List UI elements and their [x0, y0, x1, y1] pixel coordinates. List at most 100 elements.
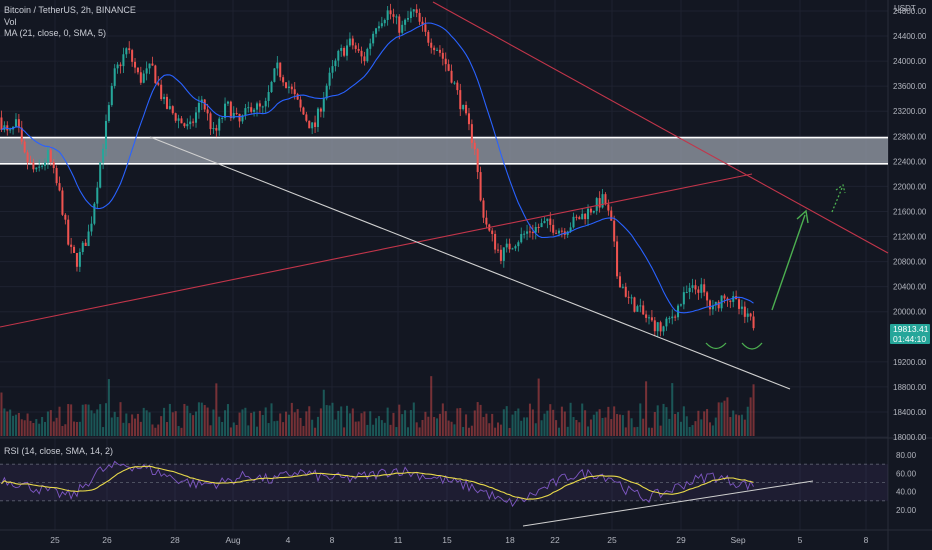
candle-body — [537, 226, 540, 228]
volume-bar — [508, 427, 511, 436]
candle-body — [729, 300, 732, 302]
candle-body — [157, 83, 160, 85]
candle-body — [221, 117, 224, 119]
candle-body — [41, 165, 44, 167]
volume-bar — [650, 427, 653, 436]
price-tick-label: 24400.00 — [893, 32, 927, 41]
volume-bar — [168, 403, 171, 436]
candle-body — [650, 317, 653, 321]
candle-body — [639, 305, 642, 307]
candle-body — [424, 24, 427, 32]
volume-bar — [264, 407, 267, 436]
volume-bar — [723, 400, 726, 436]
volume-bar — [134, 418, 137, 436]
volume-bar — [136, 413, 139, 436]
volume-bar — [662, 403, 665, 436]
price-tick-label: 20400.00 — [893, 283, 927, 292]
volume-bar — [366, 424, 369, 436]
time-tick-label: 18 — [505, 535, 515, 545]
volume-bar — [633, 427, 636, 436]
volume-bar — [73, 421, 76, 436]
volume-bars — [0, 376, 755, 436]
bottom-arc — [741, 342, 763, 350]
volume-bar — [261, 414, 264, 436]
rsi-pane — [0, 460, 888, 527]
volume-bar — [700, 419, 703, 436]
candle-body — [517, 242, 520, 247]
candle-body — [212, 128, 215, 130]
candle-body — [470, 124, 473, 143]
volume-bar — [703, 411, 706, 436]
volume-bar — [563, 411, 566, 436]
candle-body — [404, 19, 407, 25]
candle-body — [700, 284, 703, 293]
volume-bar — [427, 416, 430, 436]
candle-body — [163, 96, 166, 100]
volume-bar — [389, 424, 392, 436]
rsi-line — [1, 460, 754, 508]
volume-bar — [14, 414, 17, 436]
candles — [0, 3, 755, 338]
trend-lines[interactable] — [0, 1, 889, 390]
candle-body — [659, 322, 662, 332]
volume-bar — [415, 422, 418, 436]
volume-bar — [23, 420, 26, 436]
candle-body — [203, 99, 206, 110]
candle-body — [165, 96, 168, 109]
candle-body — [502, 247, 505, 261]
volume-bar — [581, 403, 584, 436]
candle-body — [136, 67, 139, 73]
candle-body — [572, 216, 575, 228]
price-tick-label: 23200.00 — [893, 107, 927, 116]
candle-body — [319, 108, 322, 112]
candle-body — [328, 72, 331, 86]
volume-bar — [677, 412, 680, 436]
candle-body — [476, 149, 479, 173]
candle-body — [528, 231, 531, 233]
candle-body — [479, 172, 482, 201]
volume-bar — [575, 419, 578, 436]
candle-body — [70, 244, 73, 247]
volume-bar — [154, 427, 157, 436]
volume-bar — [139, 421, 142, 436]
candle-body — [345, 45, 349, 56]
candle-body — [302, 107, 305, 115]
candle-body — [52, 162, 55, 169]
candle-body — [656, 322, 659, 332]
candle-body — [78, 251, 81, 267]
candle-body — [296, 94, 299, 100]
volume-bar — [528, 403, 531, 436]
volume-bar — [35, 419, 38, 436]
candle-body — [17, 119, 20, 128]
volume-bar — [467, 427, 470, 436]
volume-bar — [299, 417, 302, 436]
volume-bar — [157, 424, 160, 436]
time-tick-label: 25 — [607, 535, 617, 545]
candle-body — [752, 316, 755, 329]
volume-bar — [357, 421, 360, 436]
candle-body — [444, 58, 447, 65]
volume-bar — [316, 416, 319, 436]
volume-bar — [279, 413, 282, 436]
volume-bar — [160, 416, 163, 436]
volume-bar — [55, 417, 58, 436]
candle-body — [128, 48, 131, 51]
candle-body — [616, 241, 619, 277]
volume-bar — [314, 427, 317, 436]
candle-body — [383, 19, 386, 24]
time-axis[interactable]: 25 26 28 Aug 4 8 11 15 18 22 25 29 Sep 5 8 — [0, 529, 932, 545]
price-tick-label: 20000.00 — [893, 308, 927, 317]
candle-body — [104, 120, 108, 149]
candle-body — [685, 292, 688, 294]
rsi-tick-label: 20.00 — [896, 506, 917, 515]
candle-body — [415, 9, 418, 13]
projection-arrowhead — [796, 209, 809, 224]
candle-body — [473, 142, 476, 150]
candle-body — [316, 108, 319, 127]
volume-legend: Vol — [4, 17, 17, 27]
candle-body — [511, 248, 514, 250]
volume-bar — [354, 421, 357, 436]
candle-body — [279, 62, 282, 78]
